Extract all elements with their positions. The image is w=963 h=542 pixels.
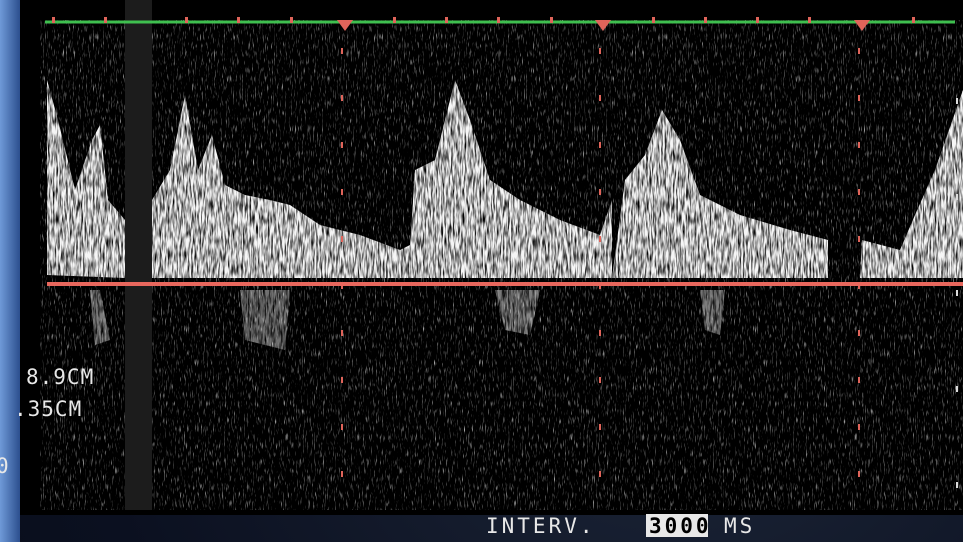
interval-value: 3000 — [649, 514, 712, 538]
blanking-bar — [125, 0, 152, 510]
doppler-display: 8.9CM .35CM 0 INTERV. 3000 MS — [0, 0, 963, 542]
gate-label: .35CM — [14, 397, 82, 421]
interval-unit: MS — [724, 514, 755, 538]
screen: 8.9CM .35CM 0 INTERV. 3000 MS — [0, 0, 963, 542]
depth-label: 8.9CM — [26, 365, 94, 389]
gain-label: 0 — [0, 454, 10, 478]
interval-label: INTERV. — [486, 514, 596, 538]
